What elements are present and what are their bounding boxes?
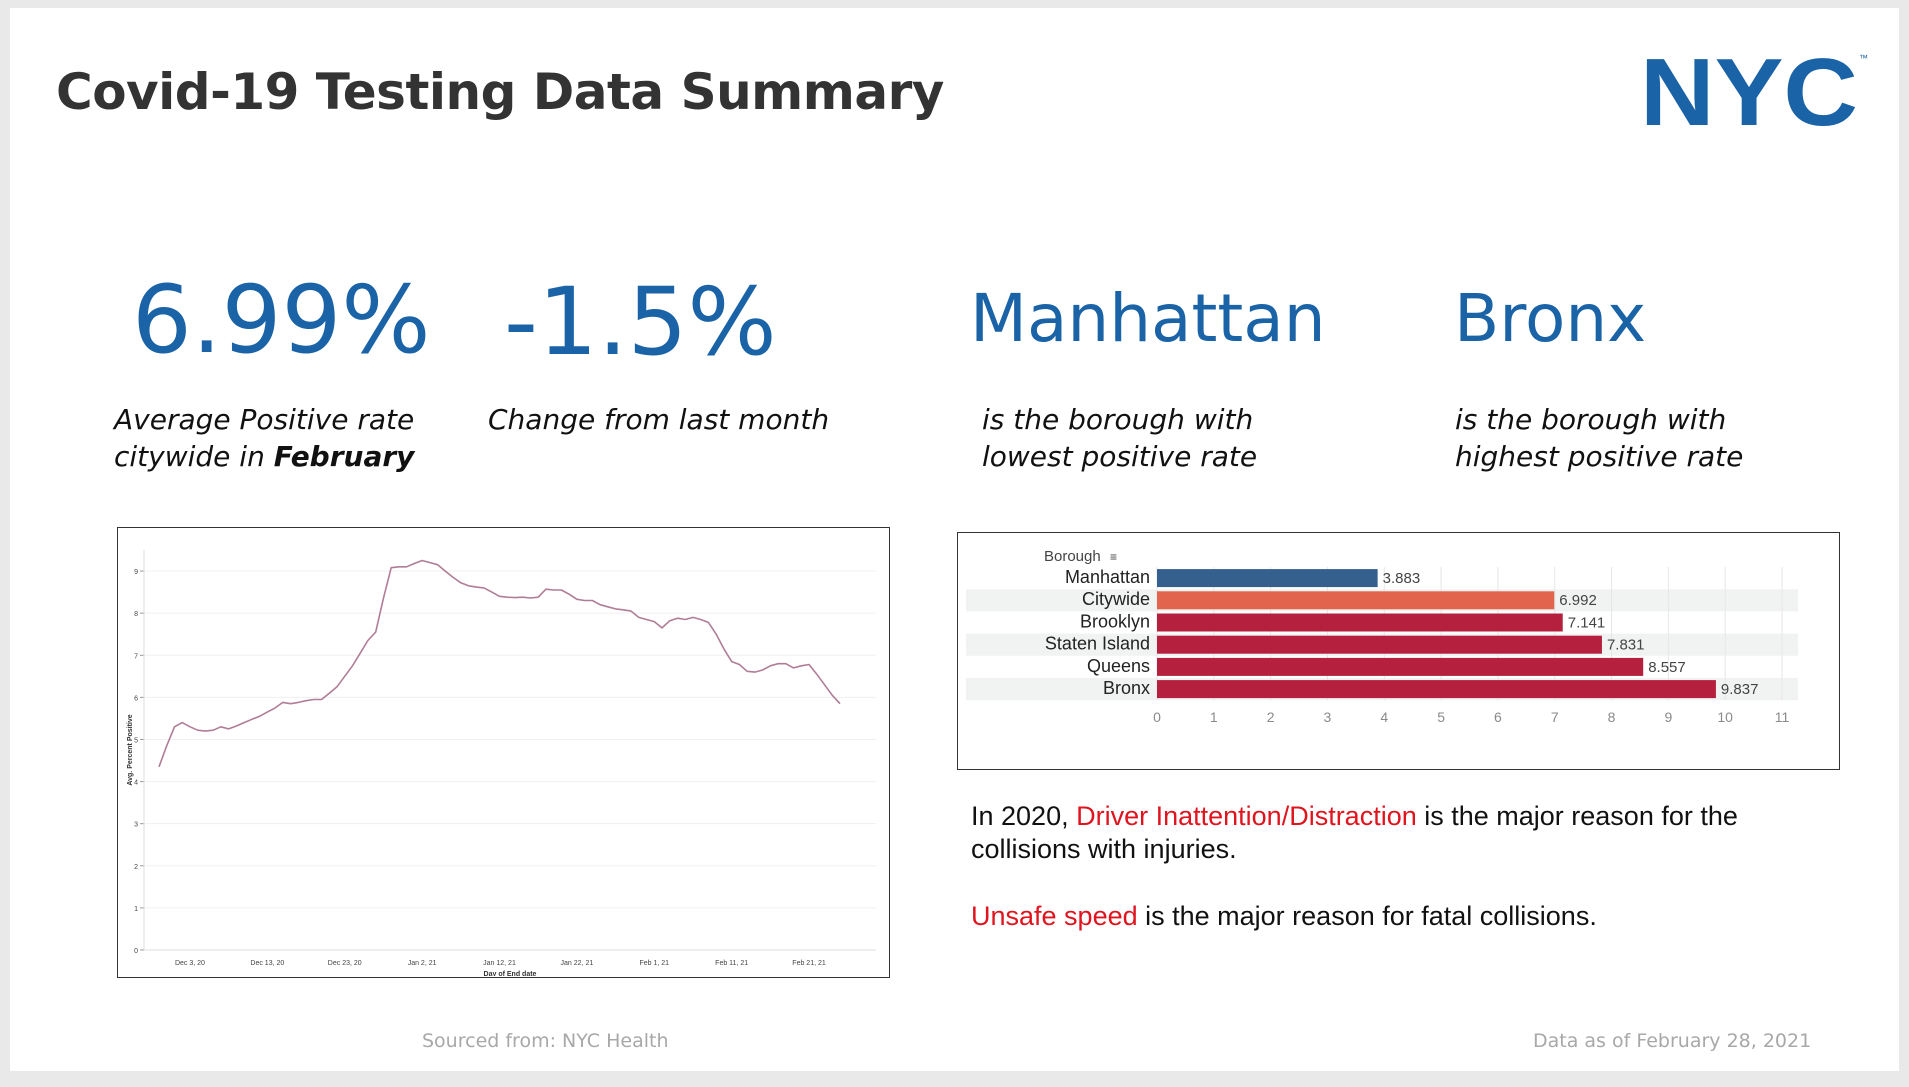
stat-highest-borough: Bronx: [1454, 280, 1647, 357]
data-as-of: Data as of February 28, 2021: [1533, 1030, 1812, 1052]
y-tick-label: 8: [134, 611, 138, 618]
y-tick-label: 9: [134, 569, 138, 576]
positive-rate-line-chart: 0 1 2 3 4 5 6 7 8 9 Dec 3, 20 Dec 13, 20 Dec 23, 20 J…: [127, 550, 876, 978]
bar-chart-frame: 0 1 2 3 4 5 6 7 8 9 10 11 Borough ≡ Manhattan 3.883 City…: [957, 532, 1840, 770]
bar-value-label: 6.992: [1559, 592, 1597, 609]
caption-line: citywide in February: [114, 440, 415, 473]
x-tick-label: Feb 21, 21: [792, 960, 826, 967]
bar: [1157, 569, 1378, 588]
stat-caption: is the borough with highest positive rat…: [1455, 401, 1743, 475]
bar: [1157, 635, 1602, 654]
bar-value-label: 3.883: [1383, 570, 1421, 587]
caption-line: is the borough with: [982, 403, 1254, 436]
borough-bar-chart: 0 1 2 3 4 5 6 7 8 9 10 11 Borough ≡ Manhattan 3.883 City…: [966, 548, 1798, 725]
caption-line: lowest positive rate: [982, 440, 1258, 473]
slide: Covid-19 Testing Data Summary NYC ™ 6.99…: [10, 8, 1899, 1071]
category-label: Brooklyn: [1080, 611, 1150, 631]
bar: [1157, 680, 1716, 699]
stat-caption: Change from last month: [488, 401, 829, 438]
caption-line: Change from last month: [488, 403, 830, 436]
x-tick-label: 2: [1267, 709, 1275, 725]
stat-change-from-last-month: -1.5%: [504, 268, 777, 377]
bar-value-label: 8.557: [1648, 659, 1686, 676]
x-tick-label: 7: [1551, 709, 1559, 725]
x-tick-label: Feb 11, 21: [715, 960, 748, 967]
caption-line: Average Positive rate: [114, 403, 415, 436]
x-tick-label: Dec 3, 20: [175, 960, 205, 967]
bar-value-label: 7.831: [1607, 637, 1645, 654]
x-tick-label: Dec 23, 20: [328, 960, 362, 967]
x-tick-label: 8: [1608, 709, 1616, 725]
x-tick-label: 4: [1380, 709, 1388, 725]
x-tick-label: Jan 2, 21: [408, 960, 437, 967]
x-tick-label: 6: [1494, 709, 1502, 725]
column-header: Borough: [1044, 548, 1101, 565]
x-tick-label: 5: [1437, 709, 1445, 725]
collision-notes: In 2020, Driver Inattention/Distraction …: [971, 800, 1831, 967]
category-label: Manhattan: [1065, 567, 1150, 587]
bar: [1157, 613, 1563, 632]
y-tick-label: 7: [134, 653, 138, 660]
y-tick-label: 5: [134, 737, 138, 744]
category-label: Bronx: [1103, 678, 1150, 698]
x-tick-label: Jan 12, 21: [483, 960, 516, 967]
caption-line: highest positive rate: [1455, 440, 1744, 473]
note-injuries: In 2020, Driver Inattention/Distraction …: [971, 801, 1738, 864]
y-tick-label: 1: [134, 906, 138, 913]
x-tick-label: Feb 1, 21: [639, 960, 669, 967]
line-chart-frame: 0 1 2 3 4 5 6 7 8 9 Dec 3, 20 Dec 13, 20 Dec 23, 20 J…: [117, 527, 890, 978]
x-tick-label: 11: [1775, 709, 1790, 725]
stat-lowest-borough: Manhattan: [970, 280, 1326, 357]
x-tick-label: 0: [1153, 709, 1161, 725]
note-fatal: Unsafe speed is the major reason for fat…: [971, 901, 1597, 931]
caption-month: February: [273, 440, 415, 473]
x-tick-label: 10: [1717, 709, 1733, 725]
stat-caption: is the borough with lowest positive rate: [982, 401, 1257, 475]
highlight-reason: Unsafe speed: [971, 901, 1138, 931]
y-tick-label: 0: [134, 948, 138, 955]
y-tick-label: 6: [134, 695, 138, 702]
caption-line: is the borough with: [1455, 403, 1727, 436]
x-tick-label: 1: [1210, 709, 1218, 725]
bar: [1157, 657, 1644, 676]
x-axis-title: Day of End date: [484, 971, 537, 976]
x-tick-label: 3: [1324, 709, 1332, 725]
sort-icon: ≡: [1110, 550, 1117, 564]
bar: [1157, 591, 1555, 610]
category-label: Staten Island: [1045, 634, 1150, 654]
x-tick-label: 9: [1664, 709, 1672, 725]
x-tick-label: Dec 13, 20: [250, 960, 284, 967]
logo-text: NYC: [1640, 45, 1858, 135]
bar-value-label: 9.837: [1721, 681, 1759, 698]
series-line: [158, 559, 841, 768]
page-title: Covid-19 Testing Data Summary: [56, 63, 944, 121]
stat-average-positive-rate: 6.99%: [132, 266, 431, 375]
y-tick-label: 3: [134, 822, 138, 829]
stat-caption: Average Positive rate citywide in Februa…: [114, 401, 414, 475]
y-tick-label: 4: [134, 780, 138, 787]
bar-value-label: 7.141: [1568, 614, 1606, 631]
y-axis-title: Avg. Percent Positive: [127, 714, 134, 785]
logo-trademark: ™: [1859, 53, 1868, 63]
x-tick-label: Jan 22, 21: [561, 960, 594, 967]
category-label: Citywide: [1082, 589, 1150, 609]
nyc-logo: NYC ™: [1640, 45, 1868, 135]
category-label: Queens: [1087, 656, 1150, 676]
y-tick-label: 2: [134, 864, 138, 871]
highlight-reason: Driver Inattention/Distraction: [1076, 801, 1417, 831]
source-note: Sourced from: NYC Health: [422, 1030, 669, 1052]
